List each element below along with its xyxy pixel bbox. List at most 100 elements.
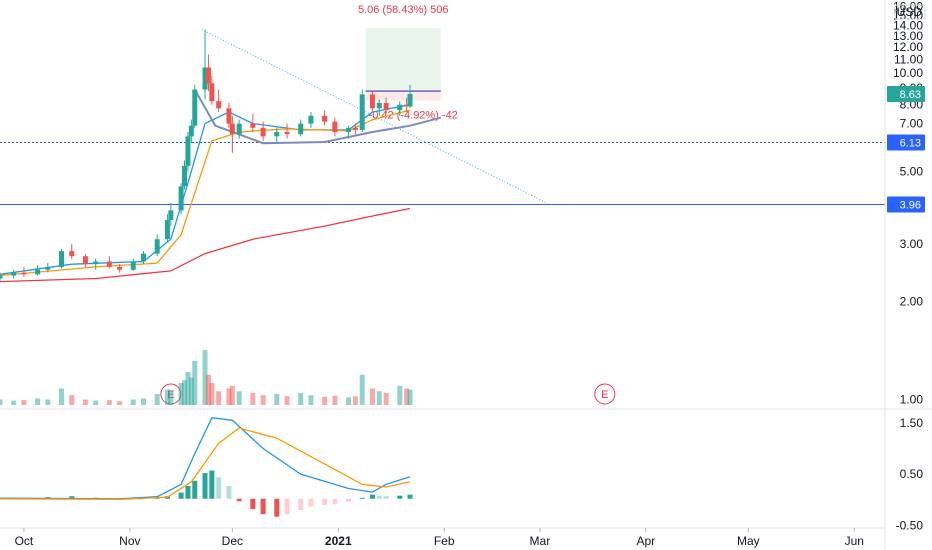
candle[interactable]	[229, 123, 235, 135]
volume-bar	[21, 400, 27, 405]
y-tick-label: 7.00	[900, 117, 924, 131]
price-tag-label: 8.63	[900, 89, 921, 101]
x-tick-label: Jun	[845, 534, 864, 548]
candle[interactable]	[346, 127, 352, 132]
volume-bar	[188, 377, 194, 405]
candle[interactable]	[45, 266, 51, 270]
price-tag	[887, 134, 925, 151]
candle[interactable]	[192, 89, 198, 126]
candle[interactable]	[130, 261, 136, 270]
volume-bar	[106, 400, 112, 405]
candle[interactable]	[397, 104, 403, 111]
candle[interactable]	[284, 131, 290, 135]
candle[interactable]	[359, 94, 365, 130]
candle[interactable]	[154, 239, 160, 254]
histogram-bar	[202, 473, 208, 499]
price-pane[interactable]: 5.06 (58.43%) 506-0.42 (-4.92%) -42EE	[0, 4, 885, 405]
y-tick-label: 1.00	[900, 393, 924, 407]
candle[interactable]	[332, 121, 338, 132]
candle[interactable]	[82, 256, 88, 265]
volume-bar	[407, 389, 413, 405]
volume-bar	[205, 374, 211, 405]
candle[interactable]	[141, 253, 147, 262]
candle[interactable]	[226, 108, 232, 124]
candle[interactable]	[260, 127, 266, 137]
candle[interactable]	[236, 123, 242, 135]
volume-bar	[168, 391, 174, 405]
volume-bar	[298, 392, 304, 405]
histogram-bar	[236, 498, 242, 502]
target-zone[interactable]	[365, 28, 441, 94]
y-tick-label: 14.00	[893, 18, 923, 32]
histogram-bar	[383, 496, 389, 499]
volume-bar	[376, 391, 382, 405]
stop-zone[interactable]	[365, 93, 441, 101]
histogram-bar	[369, 494, 375, 499]
volume-bar	[45, 399, 51, 405]
candle[interactable]	[209, 83, 215, 102]
volume-bar	[69, 395, 75, 405]
y-tick-label: 5.00	[900, 164, 924, 178]
candle[interactable]	[168, 210, 174, 220]
candle[interactable]	[106, 261, 112, 267]
earnings-marker[interactable]	[594, 383, 616, 405]
volume-pane	[0, 350, 413, 405]
x-tick-label: Nov	[119, 534, 140, 548]
candle[interactable]	[383, 102, 389, 111]
candle[interactable]	[35, 269, 41, 275]
x-tick-label: Mar	[530, 534, 551, 548]
volume-bar	[397, 385, 403, 405]
candle[interactable]	[178, 186, 184, 211]
currency-label: USD	[897, 5, 923, 19]
candle[interactable]	[274, 131, 280, 137]
histogram-bar	[397, 495, 403, 499]
candle[interactable]	[376, 102, 382, 109]
candle[interactable]	[407, 93, 413, 107]
y-tick-label: 16.00	[893, 0, 923, 13]
volume-bar	[216, 391, 222, 405]
candle[interactable]	[308, 115, 314, 124]
candle[interactable]	[205, 67, 211, 84]
candle[interactable]	[11, 272, 17, 276]
candle[interactable]	[352, 127, 358, 130]
histogram-bar	[346, 498, 352, 502]
volume-bar	[369, 388, 375, 405]
candle[interactable]	[21, 272, 27, 275]
histogram-bar	[69, 496, 75, 499]
candle[interactable]	[202, 67, 208, 90]
candle[interactable]	[404, 104, 410, 107]
candle[interactable]	[322, 115, 328, 122]
candle[interactable]	[185, 136, 191, 166]
histogram-bar	[376, 495, 382, 499]
candle[interactable]	[250, 123, 256, 128]
indicator-line	[0, 109, 411, 277]
candle[interactable]	[216, 101, 222, 109]
candle[interactable]	[369, 94, 375, 109]
candle[interactable]	[59, 251, 65, 267]
trendline[interactable]	[201, 28, 547, 204]
candle[interactable]	[164, 219, 170, 240]
volume-bar	[383, 392, 389, 405]
candle[interactable]	[182, 165, 188, 187]
volume-bar	[226, 388, 232, 405]
volume-bar	[0, 399, 3, 405]
volume-bar	[332, 395, 338, 405]
histogram-bar	[332, 498, 338, 504]
histogram-bar	[209, 470, 215, 499]
indicator-pane[interactable]	[0, 416, 413, 517]
candle[interactable]	[93, 261, 99, 265]
y-tick-label: 2.00	[900, 294, 924, 308]
volume-bar	[117, 401, 123, 405]
y-tick-label: 0.50	[900, 467, 924, 481]
candle[interactable]	[69, 251, 75, 257]
volume-bar	[202, 350, 208, 405]
candle[interactable]	[0, 275, 3, 279]
candle[interactable]	[298, 123, 304, 135]
volume-bar	[192, 361, 198, 405]
price-tag-label: 6.13	[900, 137, 921, 149]
target-label: 5.06 (58.43%) 506	[358, 4, 449, 16]
candle[interactable]	[117, 266, 123, 270]
candle[interactable]	[188, 125, 194, 137]
